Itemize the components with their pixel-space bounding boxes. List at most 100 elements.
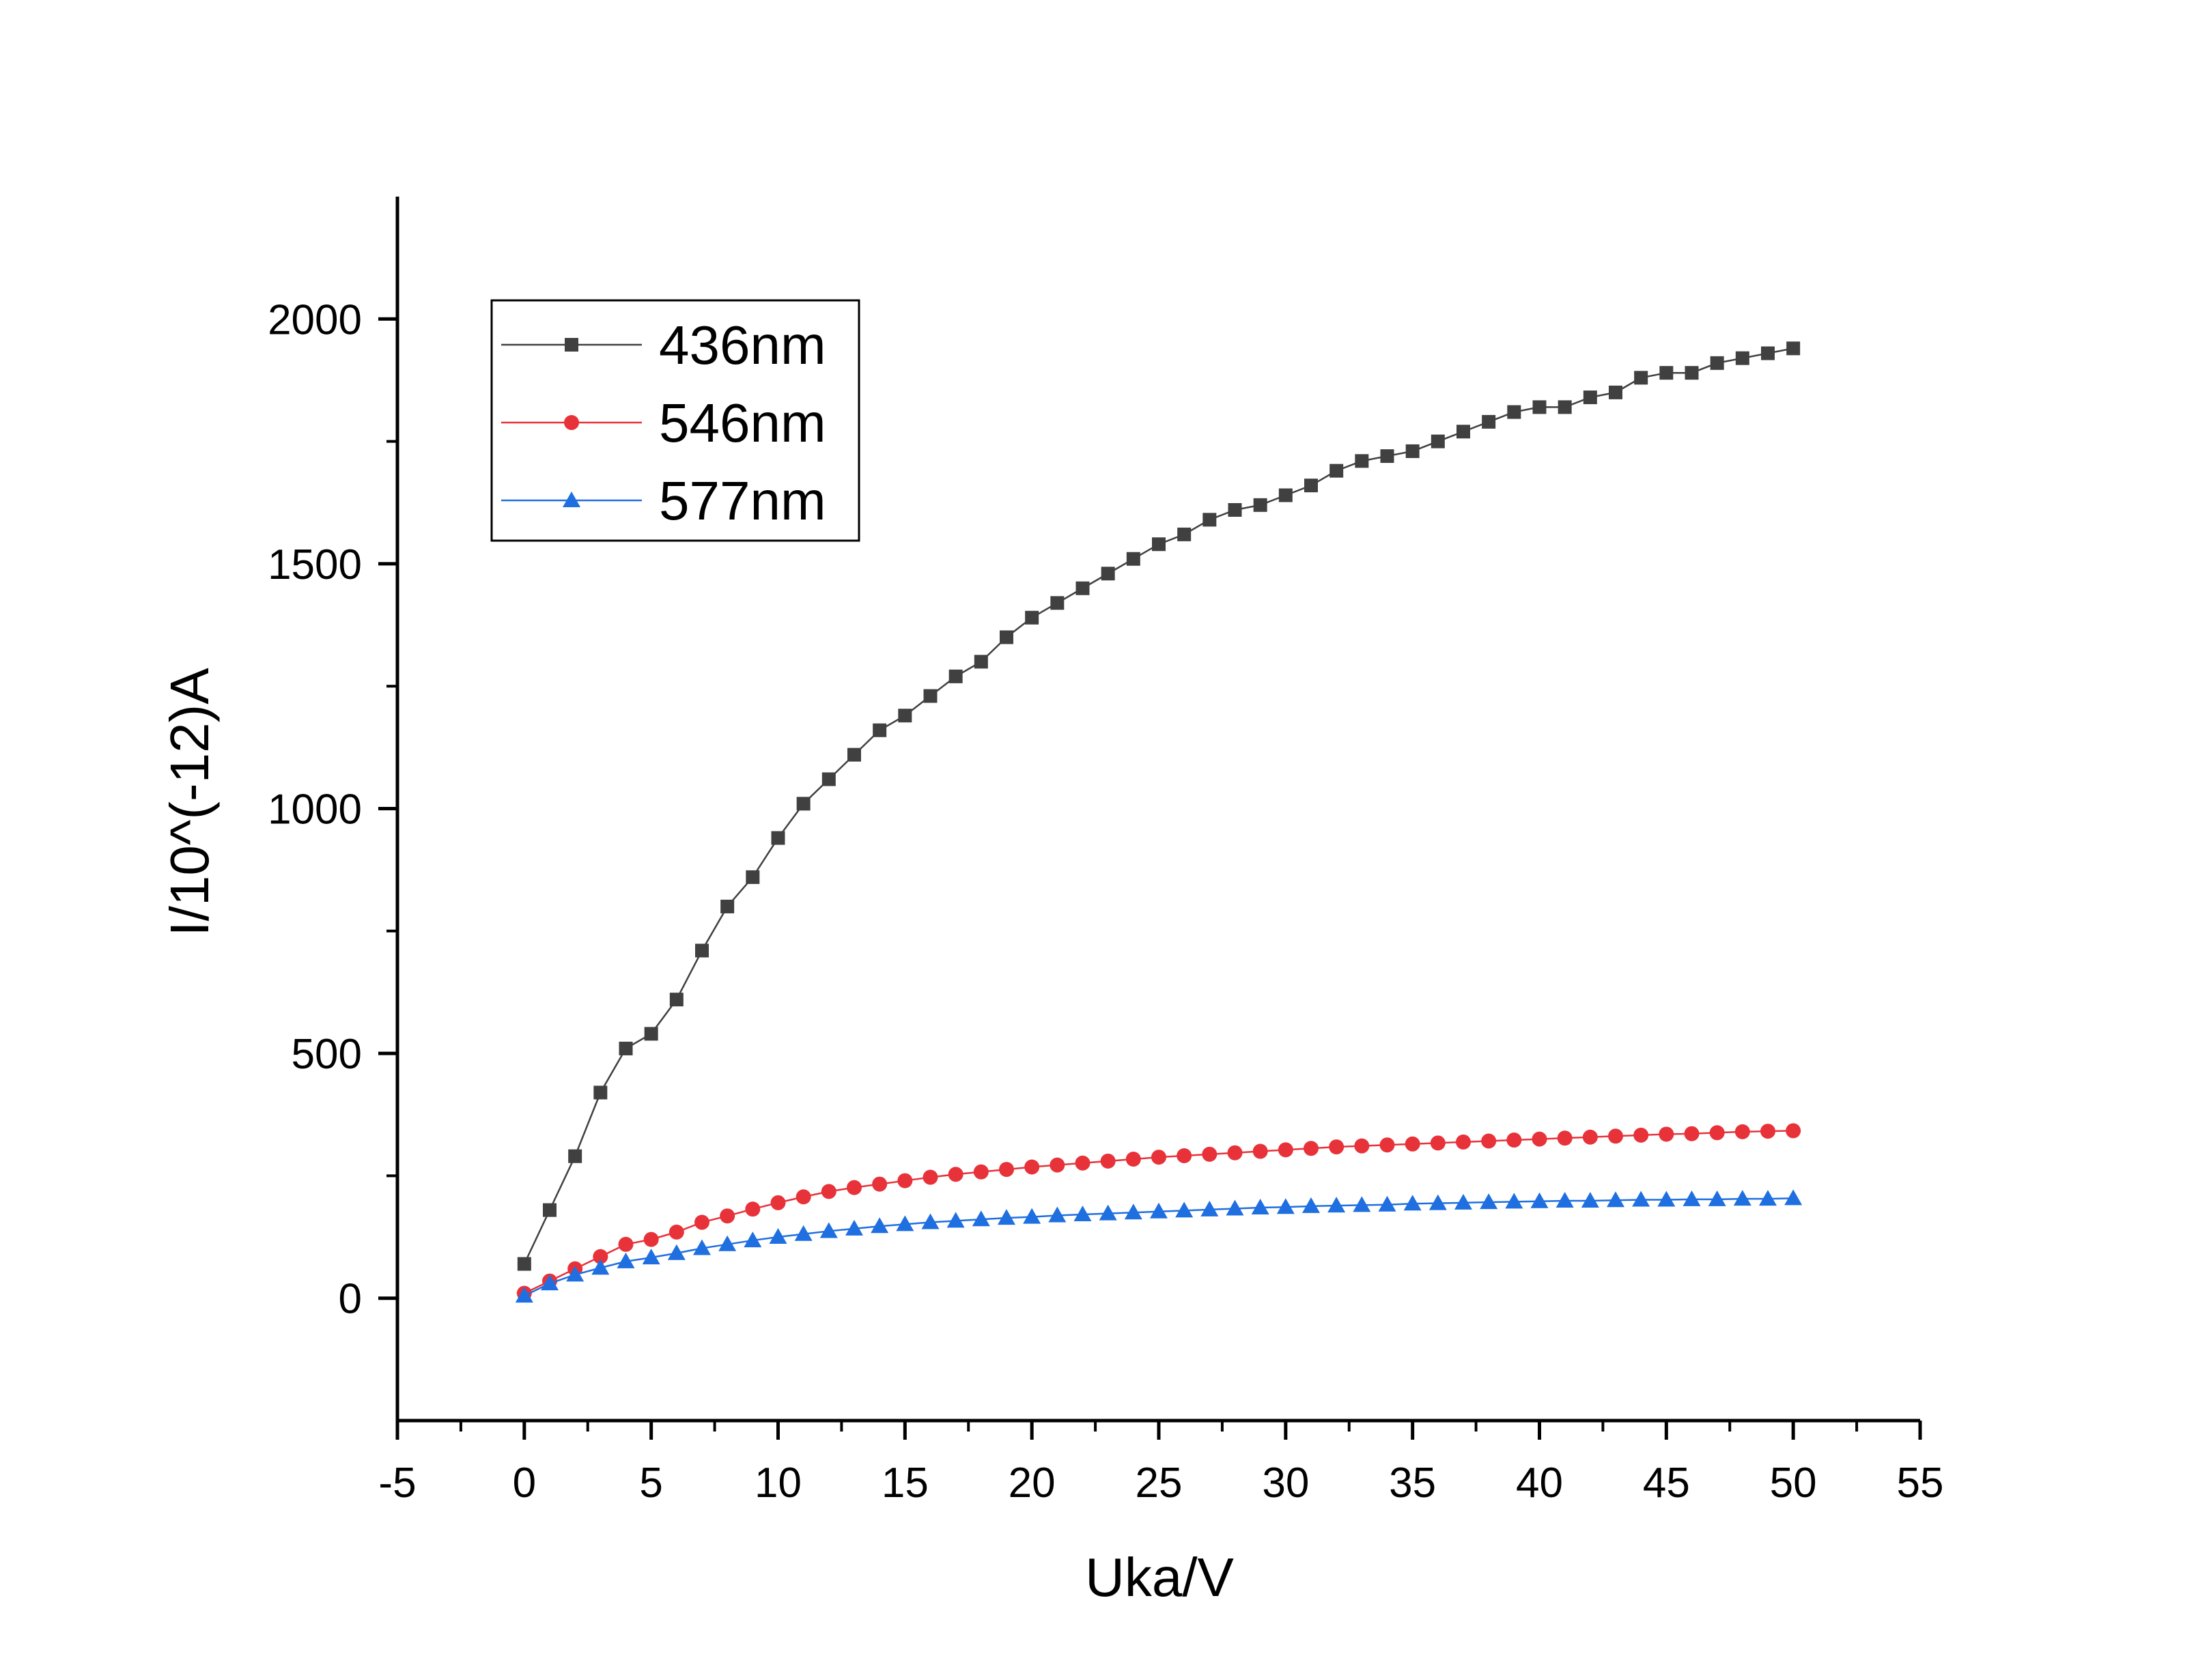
data-point [1481,1133,1497,1149]
data-point [794,1225,813,1241]
data-point [921,1213,940,1229]
y-tick-labels: 0 500 1000 1500 2000 [268,296,362,1322]
x-axis-title: Uka/V [1085,1547,1234,1608]
data-point [1633,1127,1649,1143]
data-point [1329,1139,1345,1155]
data-point [1151,1150,1166,1165]
data-point [1786,341,1801,356]
data-point [1276,1198,1295,1214]
data-point [898,709,912,723]
y-tick-label: 2000 [268,296,362,343]
data-point [923,689,938,703]
data-point [999,1162,1014,1178]
data-point [593,1085,608,1100]
x-tick-label: 5 [639,1460,662,1507]
data-point [872,1176,888,1192]
data-point [515,1287,533,1303]
data-point [771,831,785,845]
data-point [1228,503,1242,517]
data-point [1683,1190,1701,1206]
data-point [644,1027,658,1041]
x-tick-label: 20 [1009,1460,1056,1507]
data-point [821,1184,836,1199]
data-point [873,723,887,737]
data-point [1251,1199,1269,1215]
data-point [617,1252,635,1268]
x-tick-label: 45 [1643,1460,1690,1507]
data-point [1048,1206,1067,1223]
data-point [1073,1206,1092,1222]
data-point [769,1228,787,1244]
data-point [1278,488,1293,502]
data-point [1200,1200,1219,1216]
data-point [1252,1143,1268,1159]
y-axis-title: I/10^(-12)A [159,668,220,937]
data-point [1708,1190,1726,1206]
data-point [517,1257,531,1271]
x-tick-label: 0 [513,1460,536,1507]
data-point [1075,1155,1090,1171]
data-point [568,1149,582,1163]
data-point [642,1249,660,1265]
data-point [1759,1190,1777,1206]
data-point [1100,1153,1116,1169]
data-point [923,1169,938,1185]
data-point [744,1231,762,1248]
data-point [718,1235,737,1251]
data-point [1050,596,1065,610]
data-point [593,1249,608,1264]
x-tick-label: 15 [882,1460,929,1507]
data-point [693,1239,711,1255]
y-tick-label: 500 [292,1031,362,1078]
data-point [1126,552,1140,566]
data-point [1405,444,1420,458]
data-point [618,1236,634,1252]
series-layer [515,341,1803,1303]
data-point [796,1189,811,1205]
data-point [1507,405,1521,419]
data-point [1101,567,1115,581]
data-point [1202,513,1217,527]
data-point [1657,1191,1676,1207]
data-point [770,1195,786,1210]
data-point [1000,630,1013,644]
data-point [948,1167,963,1182]
data-point [1734,1124,1750,1139]
data-point [1253,498,1267,512]
data-point [998,1209,1015,1225]
x-tick-label: 10 [755,1460,802,1507]
x-tick-label: 40 [1516,1460,1563,1507]
data-point [1784,1189,1803,1206]
data-point [1431,434,1445,449]
data-point [1379,1137,1395,1153]
data-point [972,1210,990,1227]
data-point [667,1244,686,1260]
data-point [1506,1133,1522,1148]
data-point [1530,1192,1549,1208]
data-point [1733,1190,1751,1206]
data-point [973,1164,989,1180]
data-point [1482,414,1496,429]
data-point [1125,1152,1141,1167]
data-point [1505,1193,1523,1209]
data-point [695,943,709,958]
y-tick-label: 1000 [268,786,362,834]
data-point [1735,351,1749,365]
data-point [1532,1131,1547,1147]
data-point [1354,1138,1370,1154]
data-point [1760,1124,1775,1139]
data-point [1099,1204,1117,1221]
data-point [1786,1123,1801,1139]
legend-marker [565,338,578,352]
x-tick-label: 35 [1389,1460,1436,1507]
data-point [619,1041,633,1055]
data-point [1304,479,1318,493]
data-point [1557,1130,1573,1146]
legend-label: 546nm [659,393,826,453]
data-point [896,1215,914,1231]
data-point [847,1180,862,1195]
data-point [1175,1201,1194,1218]
data-point [1353,1196,1371,1212]
data-point [1532,400,1547,414]
